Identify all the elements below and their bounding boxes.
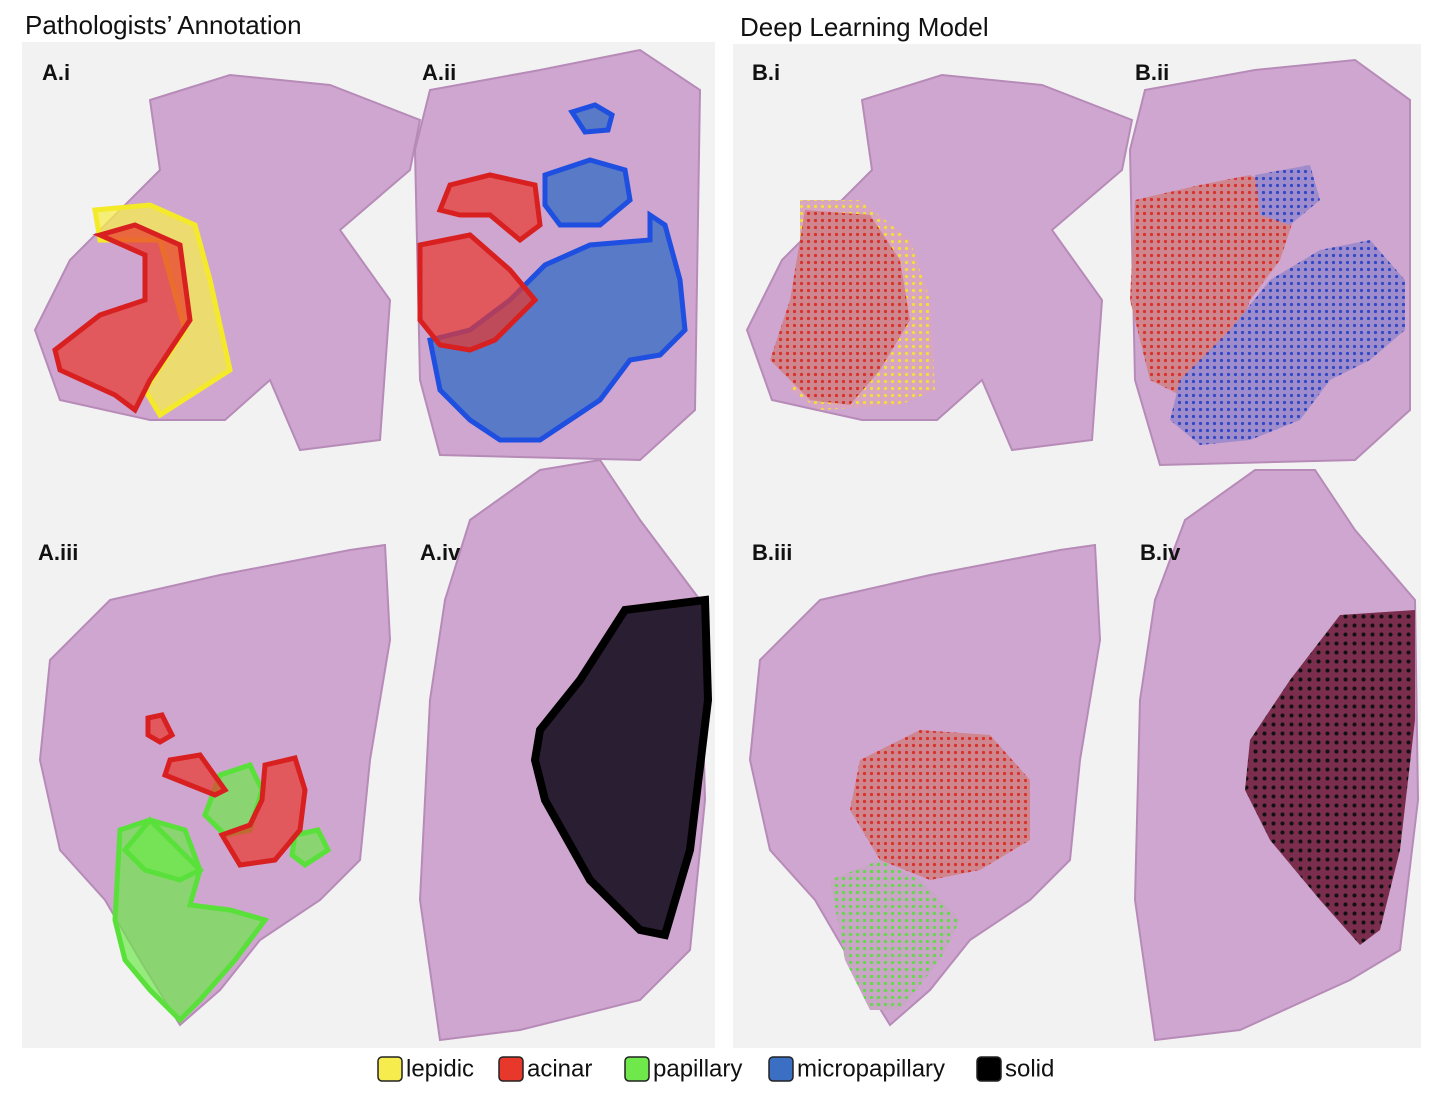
right-title: Deep Learning Model (740, 12, 989, 42)
legend-swatch (377, 1056, 403, 1082)
slide-b-iii (748, 543, 1102, 1027)
left-title: Pathologists’ Annotation (25, 10, 302, 40)
slide-b-ii (1128, 58, 1411, 467)
legend-swatch (976, 1056, 1002, 1082)
legend-swatch (768, 1056, 794, 1082)
slide-a-ii (413, 48, 702, 462)
slide-a-i (33, 73, 422, 452)
panel-label: A.iv (420, 540, 461, 565)
legend-label: lepidic (406, 1055, 474, 1082)
panel-label: A.i (42, 60, 70, 85)
slide-b-iv (1133, 469, 1420, 1042)
panel-label: B.iv (1140, 540, 1181, 565)
panel-label: B.i (752, 60, 780, 85)
legend-label: papillary (653, 1055, 742, 1082)
legend: lepidic acinar papillary micropapillary soli… (377, 1055, 1054, 1082)
slide-a-iv (418, 458, 713, 1042)
legend-swatch (624, 1056, 650, 1082)
legend-swatch (498, 1056, 524, 1082)
panel-label: B.ii (1135, 60, 1169, 85)
legend-label: acinar (527, 1055, 592, 1082)
slide-a-iii (38, 543, 392, 1027)
panel-label: A.ii (422, 60, 456, 85)
legend-label: solid (1005, 1055, 1054, 1082)
slide-b-i (745, 73, 1134, 452)
panel-labels: A.i A.ii A.iii A.iv B.i B.ii B.iii B.iv (38, 60, 1181, 565)
legend-label: micropapillary (797, 1055, 945, 1082)
panel-label: B.iii (752, 540, 792, 565)
panel-label: A.iii (38, 540, 78, 565)
